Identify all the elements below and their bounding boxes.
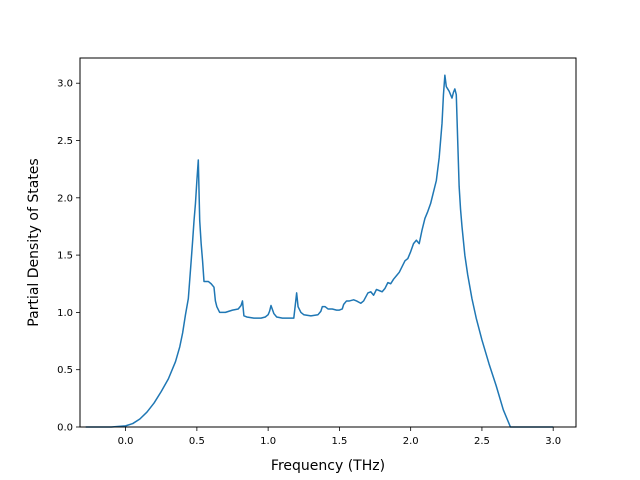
- x-tick-label: 1.5: [331, 436, 347, 447]
- y-tick-label: 2.0: [57, 193, 73, 204]
- y-tick-label: 1.5: [57, 251, 73, 262]
- x-tick-label: 2.5: [474, 436, 490, 447]
- x-tick-label: 1.0: [260, 436, 276, 447]
- x-tick-label: 0.5: [189, 436, 205, 447]
- y-tick-label: 3.0: [57, 79, 73, 90]
- y-axis-ticks: 0.0 0.5 1.0 1.5 2.0 2.5 3.0: [57, 79, 80, 434]
- axes-frame: [79, 57, 577, 428]
- y-axis-label: Partial Density of States: [26, 158, 42, 326]
- x-axis-ticks: 0.0 0.5 1.0 1.5 2.0 2.5 3.0: [118, 427, 561, 447]
- plot-area: [85, 74, 554, 428]
- y-tick-label: 1.0: [57, 308, 73, 319]
- series-line-0: [85, 74, 554, 428]
- x-tick-label: 2.0: [403, 436, 419, 447]
- x-axis-label: Frequency (THz): [271, 458, 385, 474]
- y-tick-label: 0.5: [57, 365, 73, 376]
- y-tick-label: 2.5: [57, 136, 73, 147]
- x-tick-label: 3.0: [545, 436, 561, 447]
- x-tick-label: 0.0: [118, 436, 134, 447]
- y-tick-label: 0.0: [57, 423, 73, 434]
